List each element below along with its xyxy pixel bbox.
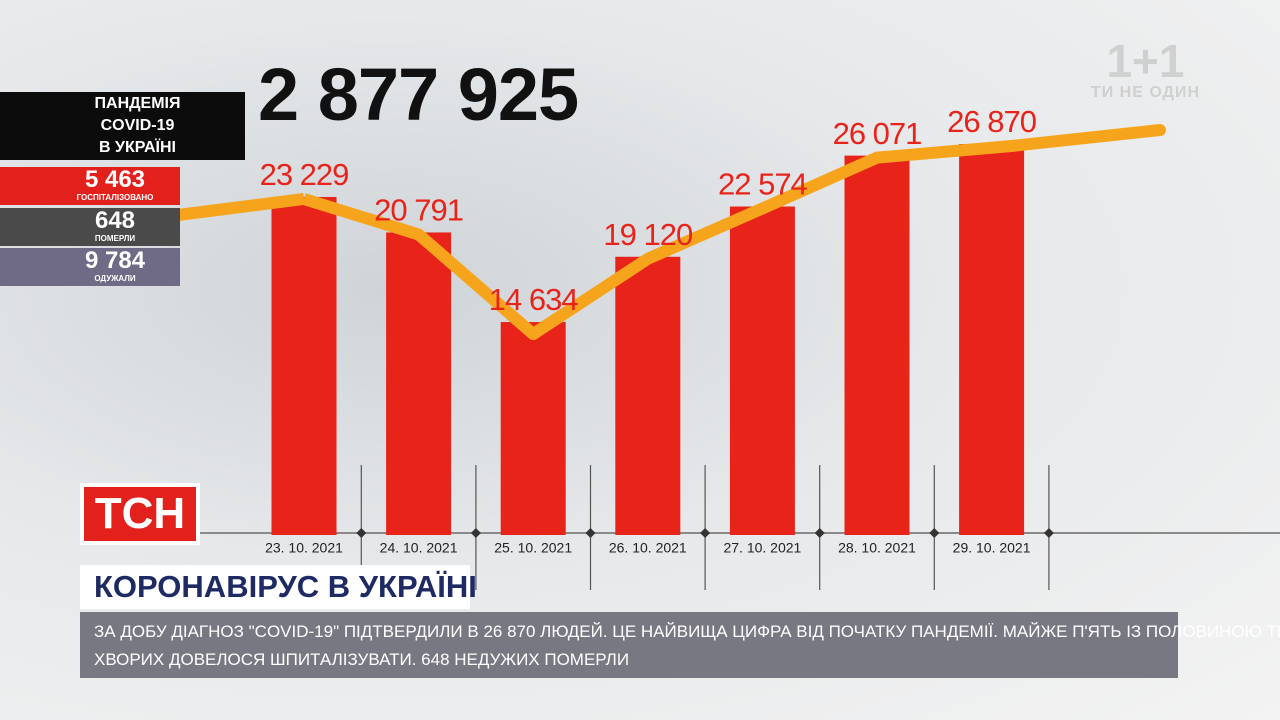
stat-box: 648 ПОМЕРЛИ (0, 206, 180, 246)
separator-diamond (470, 528, 481, 538)
separator-diamond (700, 528, 711, 538)
total-cases: 2 877 925 (258, 53, 579, 136)
value-label: 26 870 (947, 104, 1037, 139)
value-label: 26 071 (833, 116, 922, 151)
value-label: 20 791 (374, 193, 463, 228)
x-tick-label: 23. 10. 2021 (265, 540, 343, 556)
trend-line-extension (177, 193, 305, 221)
stat-label: ПОМЕРЛИ (94, 233, 136, 243)
stat-value: 5 463 (84, 166, 146, 193)
separator-diamond (585, 528, 596, 538)
bar (386, 232, 452, 535)
x-tick-label: 26. 10. 2021 (609, 540, 687, 556)
logo-tagline: ТИ НЕ ОДИН (1090, 84, 1200, 101)
value-label: 14 634 (489, 282, 579, 317)
stat-label: ГОСПІТАЛІЗОВАНО (76, 193, 154, 202)
stat-value: 648 (94, 206, 136, 234)
tsn-logo: ТСН (80, 483, 200, 545)
separator-diamond (1043, 528, 1054, 538)
x-tick-label: 29. 10. 2021 (953, 540, 1031, 556)
bar (271, 196, 337, 535)
bar (844, 155, 910, 535)
stat-box: 5 463 ГОСПІТАЛІЗОВАНО (0, 167, 180, 205)
value-label: 23 229 (260, 157, 349, 192)
stat-box: 9 784 ОДУЖАЛИ (0, 248, 180, 286)
panel-title-line: COVID-19 (100, 117, 175, 134)
bar (959, 144, 1025, 535)
value-label: 19 120 (603, 217, 693, 252)
panel-title-line: ПАНДЕМІЯ (94, 95, 181, 112)
x-tick-label: 24. 10. 2021 (380, 540, 458, 556)
separator-diamond (814, 528, 825, 538)
ticker-line: ХВОРИХ ДОВЕЛОСЯ ШПИТАЛІЗУВАТИ. 648 НЕДУЖ… (94, 650, 630, 669)
channel-logo: 1+1 ТИ НЕ ОДИН (1091, 38, 1200, 102)
panel-title-line: В УКРАЇНІ (99, 139, 176, 156)
trend-line (302, 140, 1013, 341)
bar (500, 322, 566, 535)
stat-value: 9 784 (84, 247, 146, 274)
bar (615, 256, 681, 535)
ticker: ЗА ДОБУ ДІАГНОЗ "COVID-19" ПІДТВЕРДИЛИ В… (80, 612, 1280, 678)
x-tick-label: 25. 10. 2021 (494, 540, 572, 556)
separator-diamond (929, 528, 940, 538)
stat-label: ОДУЖАЛИ (94, 274, 136, 283)
x-tick-label: 28. 10. 2021 (838, 540, 916, 556)
x-tick-label: 27. 10. 2021 (723, 540, 801, 556)
ticker-line: ЗА ДОБУ ДІАГНОЗ "COVID-19" ПІДТВЕРДИЛИ В… (94, 622, 1280, 641)
separator-diamond (356, 528, 367, 538)
trend-line-extension (1005, 124, 1166, 152)
panel-title: ПАНДЕМІЯ COVID-19 В УКРАЇНІ (0, 92, 245, 160)
headline: КОРОНАВІРУС В УКРАЇНІ (80, 565, 477, 609)
logo-text: 1+1 (1106, 35, 1185, 87)
value-label: 22 574 (718, 167, 808, 202)
bar (729, 206, 795, 535)
